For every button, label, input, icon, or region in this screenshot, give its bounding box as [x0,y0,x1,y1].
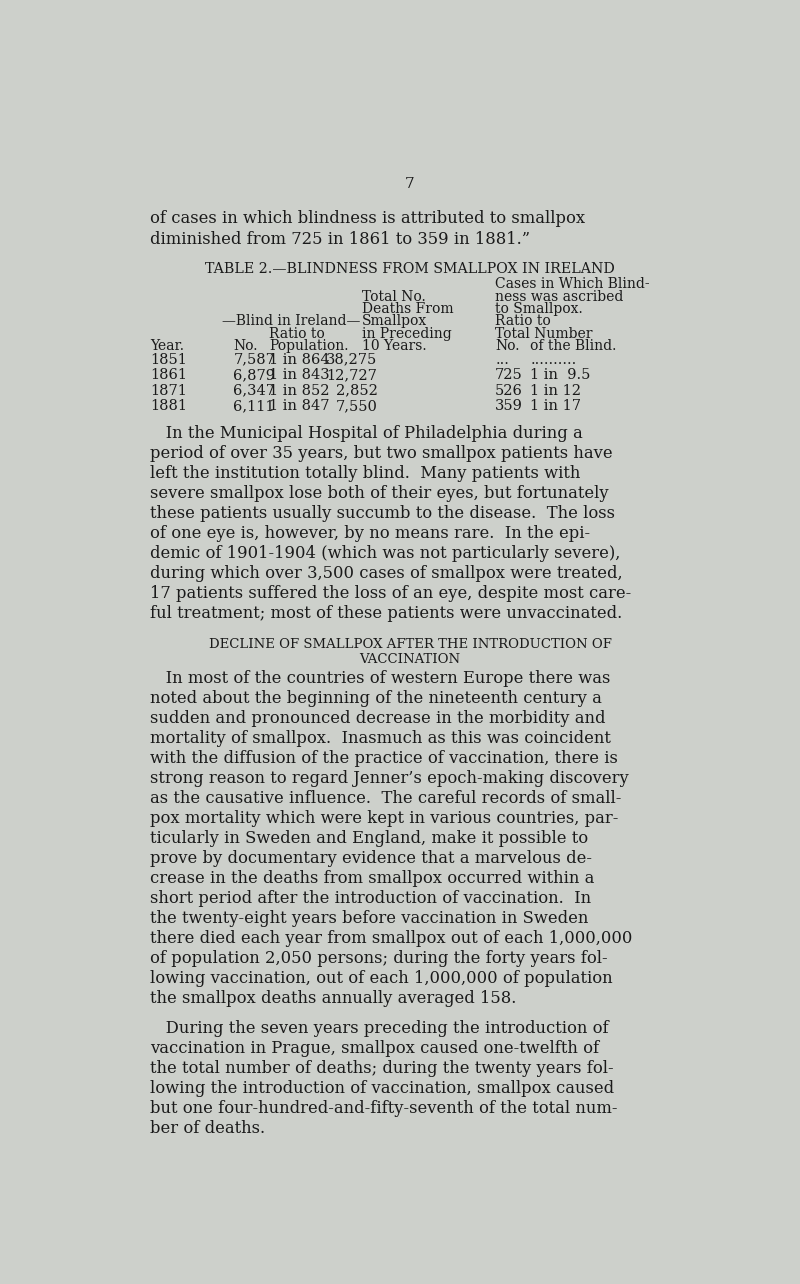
Text: of population 2,050 persons; during the forty years fol-: of population 2,050 persons; during the … [150,950,608,967]
Text: there died each year from smallpox out of each 1,000,000: there died each year from smallpox out o… [150,930,633,948]
Text: Deaths From: Deaths From [362,302,454,316]
Text: 1881: 1881 [150,399,187,413]
Text: as the causative influence.  The careful records of small-: as the causative influence. The careful … [150,790,622,808]
Text: VACCINATION: VACCINATION [359,654,461,666]
Text: 1 in 12: 1 in 12 [530,384,581,398]
Text: the total number of deaths; during the twenty years fol-: the total number of deaths; during the t… [150,1059,614,1076]
Text: 725: 725 [495,369,523,383]
Text: 1871: 1871 [150,384,187,398]
Text: these patients usually succumb to the disease.  The loss: these patients usually succumb to the di… [150,505,615,523]
Text: Total No.: Total No. [362,290,426,303]
Text: 2,852: 2,852 [335,384,378,398]
Text: Cases in Which Blind-: Cases in Which Blind- [495,277,650,291]
Text: prove by documentary evidence that a marvelous de-: prove by documentary evidence that a mar… [150,850,592,867]
Text: crease in the deaths from smallpox occurred within a: crease in the deaths from smallpox occur… [150,871,594,887]
Text: DECLINE OF SMALLPOX AFTER THE INTRODUCTION OF: DECLINE OF SMALLPOX AFTER THE INTRODUCTI… [209,638,611,651]
Text: TABLE 2.—BLINDNESS FROM SMALLPOX IN IRELAND: TABLE 2.—BLINDNESS FROM SMALLPOX IN IREL… [205,262,615,276]
Text: 1 in 852: 1 in 852 [269,384,330,398]
Text: 10 Years.: 10 Years. [362,339,426,353]
Text: period of over 35 years, but two smallpox patients have: period of over 35 years, but two smallpo… [150,446,613,462]
Text: In most of the countries of western Europe there was: In most of the countries of western Euro… [150,670,610,687]
Text: of cases in which blindness is attributed to smallpox: of cases in which blindness is attribute… [150,209,586,226]
Text: ness was ascribed: ness was ascribed [495,290,624,303]
Text: 1861: 1861 [150,369,187,383]
Text: ber of deaths.: ber of deaths. [150,1120,266,1136]
Text: 6,111: 6,111 [234,399,275,413]
Text: the twenty-eight years before vaccination in Sweden: the twenty-eight years before vaccinatio… [150,910,589,927]
Text: pox mortality which were kept in various countries, par-: pox mortality which were kept in various… [150,810,618,827]
Text: Population.: Population. [269,339,349,353]
Text: ...: ... [495,353,509,367]
Text: 526: 526 [495,384,523,398]
Text: vaccination in Prague, smallpox caused one-twelfth of: vaccination in Prague, smallpox caused o… [150,1040,599,1057]
Text: No.: No. [495,339,520,353]
Text: ful treatment; most of these patients were unvaccinated.: ful treatment; most of these patients we… [150,605,622,623]
Text: mortality of smallpox.  Inasmuch as this was coincident: mortality of smallpox. Inasmuch as this … [150,731,611,747]
Text: During the seven years preceding the introduction of: During the seven years preceding the int… [150,1019,609,1036]
Text: 7,587: 7,587 [234,353,275,367]
Text: 6,347: 6,347 [234,384,275,398]
Text: Total Number: Total Number [495,326,593,340]
Text: In the Municipal Hospital of Philadelphia during a: In the Municipal Hospital of Philadelphi… [150,425,583,442]
Text: 12,727: 12,727 [326,369,378,383]
Text: during which over 3,500 cases of smallpox were treated,: during which over 3,500 cases of smallpo… [150,565,623,582]
Text: ..........: .......... [530,353,576,367]
Text: 1 in  9.5: 1 in 9.5 [530,369,590,383]
Text: Ratio to: Ratio to [495,315,551,329]
Text: strong reason to regard Jenner’s epoch-making discovery: strong reason to regard Jenner’s epoch-m… [150,770,629,787]
Text: Ratio to: Ratio to [269,326,325,340]
Text: 17 patients suffered the loss of an eye, despite most care-: 17 patients suffered the loss of an eye,… [150,586,632,602]
Text: severe smallpox lose both of their eyes, but fortunately: severe smallpox lose both of their eyes,… [150,485,609,502]
Text: sudden and pronounced decrease in the morbidity and: sudden and pronounced decrease in the mo… [150,710,606,727]
Text: ticularly in Sweden and England, make it possible to: ticularly in Sweden and England, make it… [150,831,589,847]
Text: 1 in 864: 1 in 864 [269,353,330,367]
Text: of one eye is, however, by no means rare.  In the epi-: of one eye is, however, by no means rare… [150,525,590,542]
Text: 1 in 847: 1 in 847 [269,399,330,413]
Text: —Blind in Ireland—: —Blind in Ireland— [222,315,360,329]
Text: but one four-hundred-and-fifty-seventh of the total num-: but one four-hundred-and-fifty-seventh o… [150,1099,618,1117]
Text: demic of 1901-1904 (which was not particularly severe),: demic of 1901-1904 (which was not partic… [150,546,621,562]
Text: 1 in 17: 1 in 17 [530,399,581,413]
Text: the smallpox deaths annually averaged 158.: the smallpox deaths annually averaged 15… [150,990,517,1008]
Text: 38,275: 38,275 [326,353,378,367]
Text: Year.: Year. [150,339,184,353]
Text: short period after the introduction of vaccination.  In: short period after the introduction of v… [150,890,591,908]
Text: lowing the introduction of vaccination, smallpox caused: lowing the introduction of vaccination, … [150,1080,614,1097]
Text: noted about the beginning of the nineteenth century a: noted about the beginning of the ninetee… [150,690,602,707]
Text: in Preceding: in Preceding [362,326,452,340]
Text: diminished from 725 in 1861 to 359 in 1881.”: diminished from 725 in 1861 to 359 in 18… [150,231,530,248]
Text: of the Blind.: of the Blind. [530,339,617,353]
Text: No.: No. [234,339,258,353]
Text: Smallpox: Smallpox [362,315,427,329]
Text: 7: 7 [405,177,415,191]
Text: lowing vaccination, out of each 1,000,000 of population: lowing vaccination, out of each 1,000,00… [150,971,613,987]
Text: 1851: 1851 [150,353,187,367]
Text: left the institution totally blind.  Many patients with: left the institution totally blind. Many… [150,465,581,483]
Text: 359: 359 [495,399,523,413]
Text: to Smallpox.: to Smallpox. [495,302,583,316]
Text: 7,550: 7,550 [335,399,378,413]
Text: with the diffusion of the practice of vaccination, there is: with the diffusion of the practice of va… [150,750,618,767]
Text: 6,879: 6,879 [234,369,275,383]
Text: 1 in 843: 1 in 843 [269,369,330,383]
